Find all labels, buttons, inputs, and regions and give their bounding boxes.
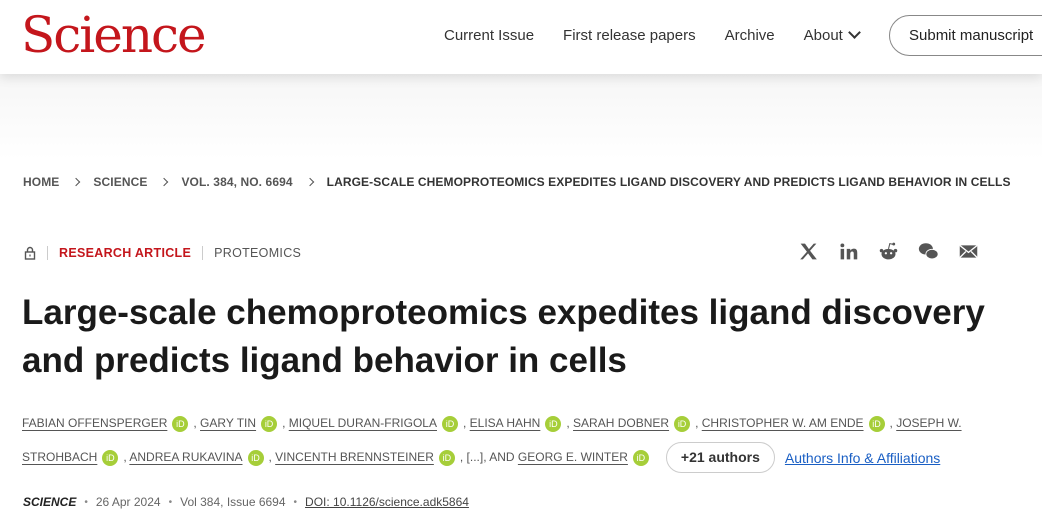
article-title: Large-scale chemoproteomics expedites li… (22, 293, 985, 380)
wechat-icon[interactable] (918, 241, 939, 262)
volume-issue[interactable]: Vol 384, Issue 6694 (180, 495, 286, 509)
author-list: FABIAN OFFENSPERGER iD, GARY TIN iD, MIQUE… (22, 406, 997, 475)
article-section[interactable]: PROTEOMICS (214, 246, 302, 260)
nav-current-issue[interactable]: Current Issue (444, 26, 535, 44)
more-authors-button[interactable]: +21 authors (665, 442, 775, 474)
orcid-icon[interactable]: iD (172, 415, 189, 432)
nav-first-release[interactable]: First release papers (563, 26, 696, 44)
orcid-icon[interactable]: iD (247, 449, 264, 466)
lock-icon (24, 246, 36, 260)
author-link[interactable]: JOSEPH W. STROHBACH (22, 416, 962, 464)
pub-date: 26 Apr 2024 (95, 495, 161, 509)
linkedin-icon[interactable] (838, 241, 859, 262)
affiliations-link[interactable]: Authors Info & Affiliations (784, 449, 941, 466)
author-link[interactable]: MIQUEL DURAN-FRIGOLA (288, 416, 437, 430)
orcid-icon[interactable]: iD (438, 449, 455, 466)
breadcrumb-home[interactable]: HOME (23, 175, 60, 189)
chevron-right-icon (72, 177, 81, 187)
dot-separator: • (168, 496, 173, 508)
chevron-down-icon (847, 25, 861, 39)
publication-info: SCIENCE • 26 Apr 2024 • Vol 384, Issue 669… (23, 495, 469, 509)
email-icon[interactable] (958, 241, 979, 262)
divider (47, 246, 48, 260)
journal-name: SCIENCE (23, 495, 77, 509)
orcid-icon[interactable]: iD (102, 449, 119, 466)
orcid-icon[interactable]: iD (545, 415, 562, 432)
breadcrumb-science[interactable]: SCIENCE (93, 175, 148, 189)
science-logo[interactable]: Science (21, 6, 207, 64)
chevron-right-icon (160, 177, 169, 187)
author-ellipsis: [...], AND (466, 450, 515, 464)
article-meta: RESEARCH ARTICLE PROTEOMICS (24, 246, 301, 260)
orcid-icon[interactable]: iD (632, 449, 649, 466)
site-header: Science Current Issue First release pape… (0, 0, 1042, 74)
breadcrumb-current: LARGE-SCALE CHEMOPROTEOMICS EXPEDITES LI… (326, 175, 1011, 189)
author-link[interactable]: GARY TIN (200, 416, 257, 430)
author-link[interactable]: GEORG E. WINTER (517, 450, 628, 464)
reddit-icon[interactable] (878, 241, 899, 262)
article-type[interactable]: RESEARCH ARTICLE (59, 246, 192, 260)
submit-manuscript-button[interactable]: Submit manuscript (889, 15, 1042, 56)
header-band (0, 74, 1042, 160)
breadcrumb: HOME SCIENCE VOL. 384, NO. 6694 LARGE-SC… (23, 175, 1011, 189)
dot-separator: • (84, 496, 88, 508)
nav-about[interactable]: About (803, 25, 861, 44)
author-link[interactable]: VINCENTH BRENNSTEINER (275, 450, 434, 464)
nav-about-label: About (803, 26, 843, 44)
author-link[interactable]: SARAH DOBNER (573, 416, 670, 430)
orcid-icon[interactable]: iD (674, 415, 691, 432)
divider (202, 246, 204, 260)
author-link[interactable]: CHRISTOPHER W. AM ENDE (701, 416, 864, 430)
doi-link[interactable]: DOI: 10.1126/science.adk5864 (305, 495, 469, 509)
breadcrumb-issue[interactable]: VOL. 384, NO. 6694 (181, 175, 293, 189)
orcid-icon[interactable]: iD (261, 415, 278, 432)
author-link[interactable]: ELISA HAHN (469, 416, 541, 430)
main-nav: Current Issue First release papers Archi… (444, 0, 861, 70)
nav-archive[interactable]: Archive (724, 26, 775, 44)
x-icon[interactable] (798, 241, 819, 262)
orcid-icon[interactable]: iD (868, 415, 885, 432)
author-link[interactable]: ANDREA RUKAVINA (129, 450, 243, 464)
share-bar (798, 241, 979, 262)
author-link[interactable]: FABIAN OFFENSPERGER (22, 416, 168, 430)
dot-separator: • (293, 496, 298, 508)
chevron-right-icon (305, 177, 314, 187)
orcid-icon[interactable]: iD (441, 415, 458, 432)
